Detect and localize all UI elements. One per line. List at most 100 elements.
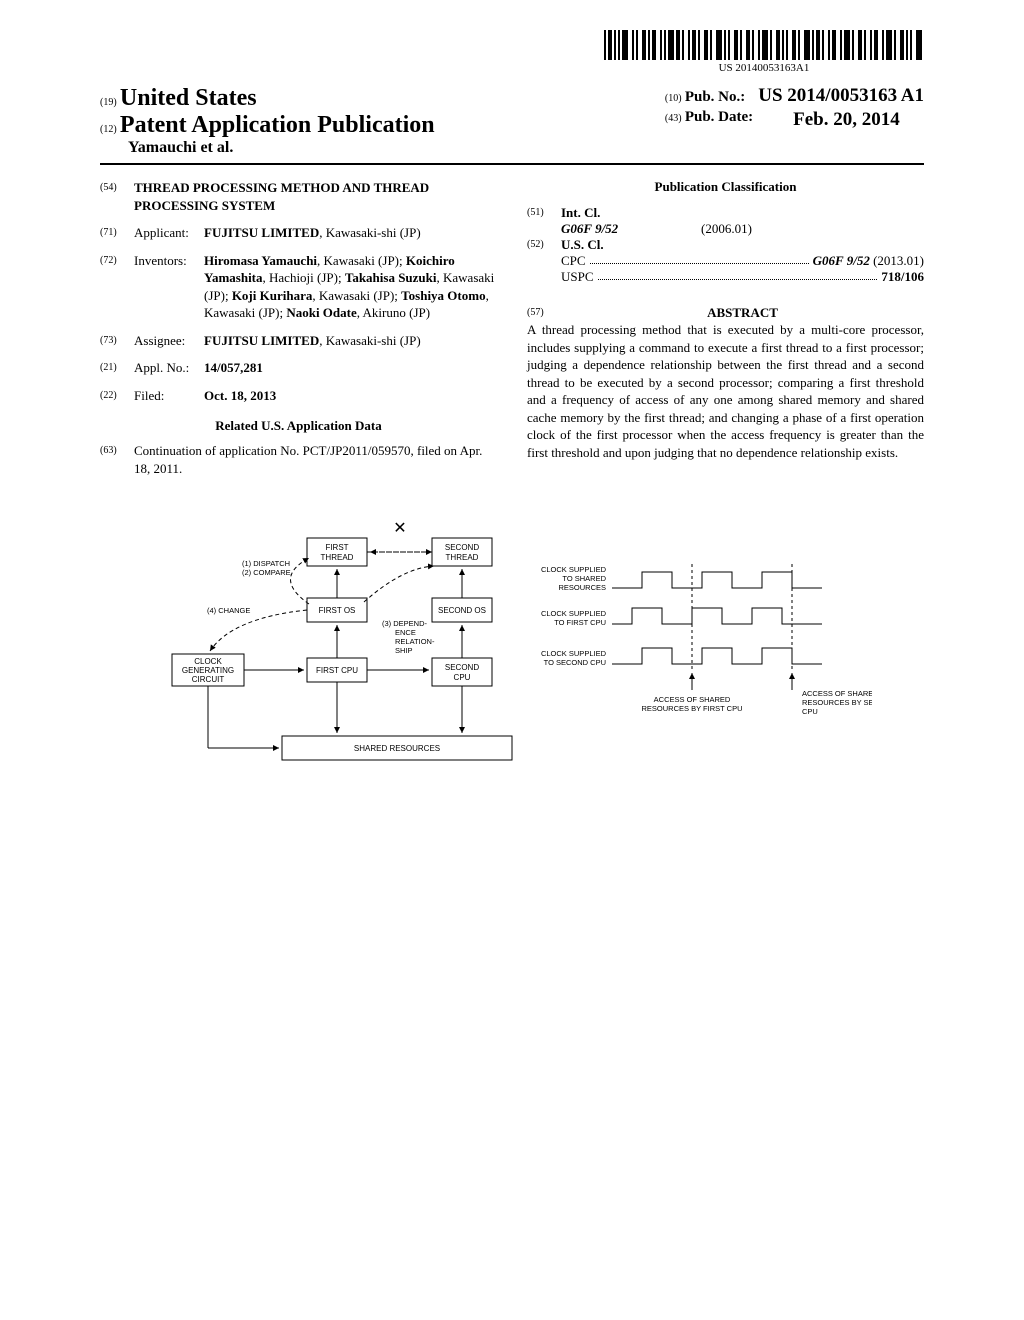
continuation-text: Continuation of application No. PCT/JP20… [134, 442, 497, 477]
pub-type-tag: (12) [100, 124, 117, 135]
left-column: (54) THREAD PROCESSING METHOD AND THREAD… [100, 179, 497, 488]
applicant-value: FUJITSU LIMITED, Kawasaki-shi (JP) [204, 224, 497, 242]
uspc-label: USPC [561, 269, 594, 285]
pub-date-label: Pub. Date: [685, 109, 753, 125]
cpc-label: CPC [561, 253, 586, 269]
svg-text:CLOCK: CLOCK [194, 657, 222, 666]
uspc-value: 718/106 [881, 269, 924, 285]
authors-line: Yamauchi et al. [128, 139, 435, 157]
applicant-tag: (71) [100, 224, 134, 242]
inventors-value: Hiromasa Yamauchi, Kawasaki (JP); Koichi… [204, 252, 497, 322]
us-cl-row: (52) U.S. Cl. CPC G06F 9/52 (2013.01) US… [527, 237, 924, 285]
filed-tag: (22) [100, 387, 134, 405]
appl-no: 14/057,281 [204, 359, 497, 377]
barcode-area: US 20140053163A1 [100, 30, 924, 75]
svg-text:TO SHARED: TO SHARED [562, 574, 606, 583]
right-column: Publication Classification (51) Int. Cl.… [527, 179, 924, 488]
body-columns: (54) THREAD PROCESSING METHOD AND THREAD… [100, 179, 924, 488]
int-cl-row: (51) Int. Cl. G06F 9/52 (2006.01) [527, 205, 924, 237]
int-code: G06F 9/52 [561, 221, 701, 237]
figure: FIRSTTHREAD SECONDTHREAD FIRST OS SECOND… [100, 518, 924, 778]
pub-no: US 2014/0053163 A1 [758, 85, 924, 106]
appl-tag: (21) [100, 359, 134, 377]
assignee-tag: (73) [100, 332, 134, 350]
figure-svg: FIRSTTHREAD SECONDTHREAD FIRST OS SECOND… [152, 518, 872, 778]
svg-text:ACCESS OF SHARED: ACCESS OF SHARED [802, 689, 872, 698]
barcode: US 20140053163A1 [604, 30, 924, 74]
assignee-loc: , Kawasaki-shi (JP) [319, 333, 420, 348]
country: United States [120, 85, 257, 111]
svg-text:ENCE: ENCE [395, 628, 416, 637]
applicant-name: FUJITSU LIMITED [204, 225, 319, 240]
cpc-line: CPC G06F 9/52 (2013.01) [561, 253, 924, 269]
assignee-label: Assignee: [134, 332, 204, 350]
svg-text:CLOCK SUPPLIED: CLOCK SUPPLIED [541, 565, 607, 574]
svg-text:RESOURCES: RESOURCES [558, 583, 606, 592]
svg-text:CIRCUIT: CIRCUIT [192, 675, 225, 684]
svg-text:(1) DISPATCH: (1) DISPATCH [242, 559, 290, 568]
abstract-tag: (57) [527, 305, 561, 321]
svg-text:ACCESS OF SHARED: ACCESS OF SHARED [654, 695, 731, 704]
title-field: (54) THREAD PROCESSING METHOD AND THREAD… [100, 179, 497, 214]
filed-field: (22) Filed: Oct. 18, 2013 [100, 387, 497, 405]
header: (19) United States (12) Patent Applicati… [100, 85, 924, 165]
inventors-tag: (72) [100, 252, 134, 322]
pub-no-label: Pub. No.: [685, 89, 745, 105]
svg-text:TO FIRST CPU: TO FIRST CPU [554, 618, 606, 627]
svg-text:CPU: CPU [454, 673, 471, 682]
svg-text:GENERATING: GENERATING [182, 666, 234, 675]
svg-text:RESOURCES BY SECOND: RESOURCES BY SECOND [802, 698, 872, 707]
abstract-text: A thread processing method that is execu… [527, 321, 924, 461]
related-heading: Related U.S. Application Data [100, 418, 497, 434]
applicant-field: (71) Applicant: FUJITSU LIMITED, Kawasak… [100, 224, 497, 242]
pub-type: Patent Application Publication [120, 112, 435, 138]
assignee-value: FUJITSU LIMITED, Kawasaki-shi (JP) [204, 332, 497, 350]
country-tag: (19) [100, 97, 117, 108]
continuation-tag: (63) [100, 442, 134, 477]
svg-text:SHIP: SHIP [395, 646, 413, 655]
svg-text:SECOND OS: SECOND OS [438, 606, 486, 615]
header-left: (19) United States (12) Patent Applicati… [100, 85, 435, 157]
us-tag: (52) [527, 237, 561, 285]
svg-text:FIRST: FIRST [325, 543, 348, 552]
svg-text:SHARED RESOURCES: SHARED RESOURCES [354, 744, 440, 753]
applicant-label: Applicant: [134, 224, 204, 242]
classification-heading: Publication Classification [527, 179, 924, 195]
abstract-heading: ABSTRACT [561, 305, 924, 321]
svg-text:✕: ✕ [393, 520, 406, 537]
barcode-bars [604, 30, 924, 64]
filed-label: Filed: [134, 387, 204, 405]
svg-text:(3) DEPEND-: (3) DEPEND- [382, 619, 428, 628]
cpc-value: G06F 9/52 [813, 253, 870, 268]
assignee-name: FUJITSU LIMITED [204, 333, 319, 348]
continuation-field: (63) Continuation of application No. PCT… [100, 442, 497, 477]
svg-text:CPU: CPU [802, 707, 818, 716]
title: THREAD PROCESSING METHOD AND THREAD PROC… [134, 179, 497, 214]
pub-no-tag: (10) [665, 93, 682, 104]
assignee-field: (73) Assignee: FUJITSU LIMITED, Kawasaki… [100, 332, 497, 350]
svg-text:(4) CHANGE: (4) CHANGE [207, 606, 250, 615]
int-label: Int. Cl. [561, 205, 924, 221]
svg-text:CLOCK SUPPLIED: CLOCK SUPPLIED [541, 649, 607, 658]
barcode-text: US 20140053163A1 [604, 62, 924, 74]
svg-text:FIRST CPU: FIRST CPU [316, 666, 358, 675]
title-tag: (54) [100, 179, 134, 214]
header-right: (10) Pub. No.: US 2014/0053163 A1 (43) P… [665, 85, 924, 131]
int-date: (2006.01) [701, 221, 752, 237]
cpc-date: (2013.01) [873, 253, 924, 268]
svg-text:TO SECOND CPU: TO SECOND CPU [544, 658, 606, 667]
appl-label: Appl. No.: [134, 359, 204, 377]
svg-text:RELATION-: RELATION- [395, 637, 435, 646]
pub-date-tag: (43) [665, 113, 682, 124]
svg-text:THREAD: THREAD [321, 553, 354, 562]
pub-date: Feb. 20, 2014 [793, 109, 900, 130]
appl-field: (21) Appl. No.: 14/057,281 [100, 359, 497, 377]
svg-text:FIRST OS: FIRST OS [319, 606, 356, 615]
svg-text:THREAD: THREAD [446, 553, 479, 562]
inventors-field: (72) Inventors: Hiromasa Yamauchi, Kawas… [100, 252, 497, 322]
svg-text:SECOND: SECOND [445, 663, 479, 672]
inventors-label: Inventors: [134, 252, 204, 322]
int-tag: (51) [527, 205, 561, 237]
uspc-line: USPC 718/106 [561, 269, 924, 285]
svg-text:RESOURCES BY FIRST CPU: RESOURCES BY FIRST CPU [642, 704, 743, 713]
